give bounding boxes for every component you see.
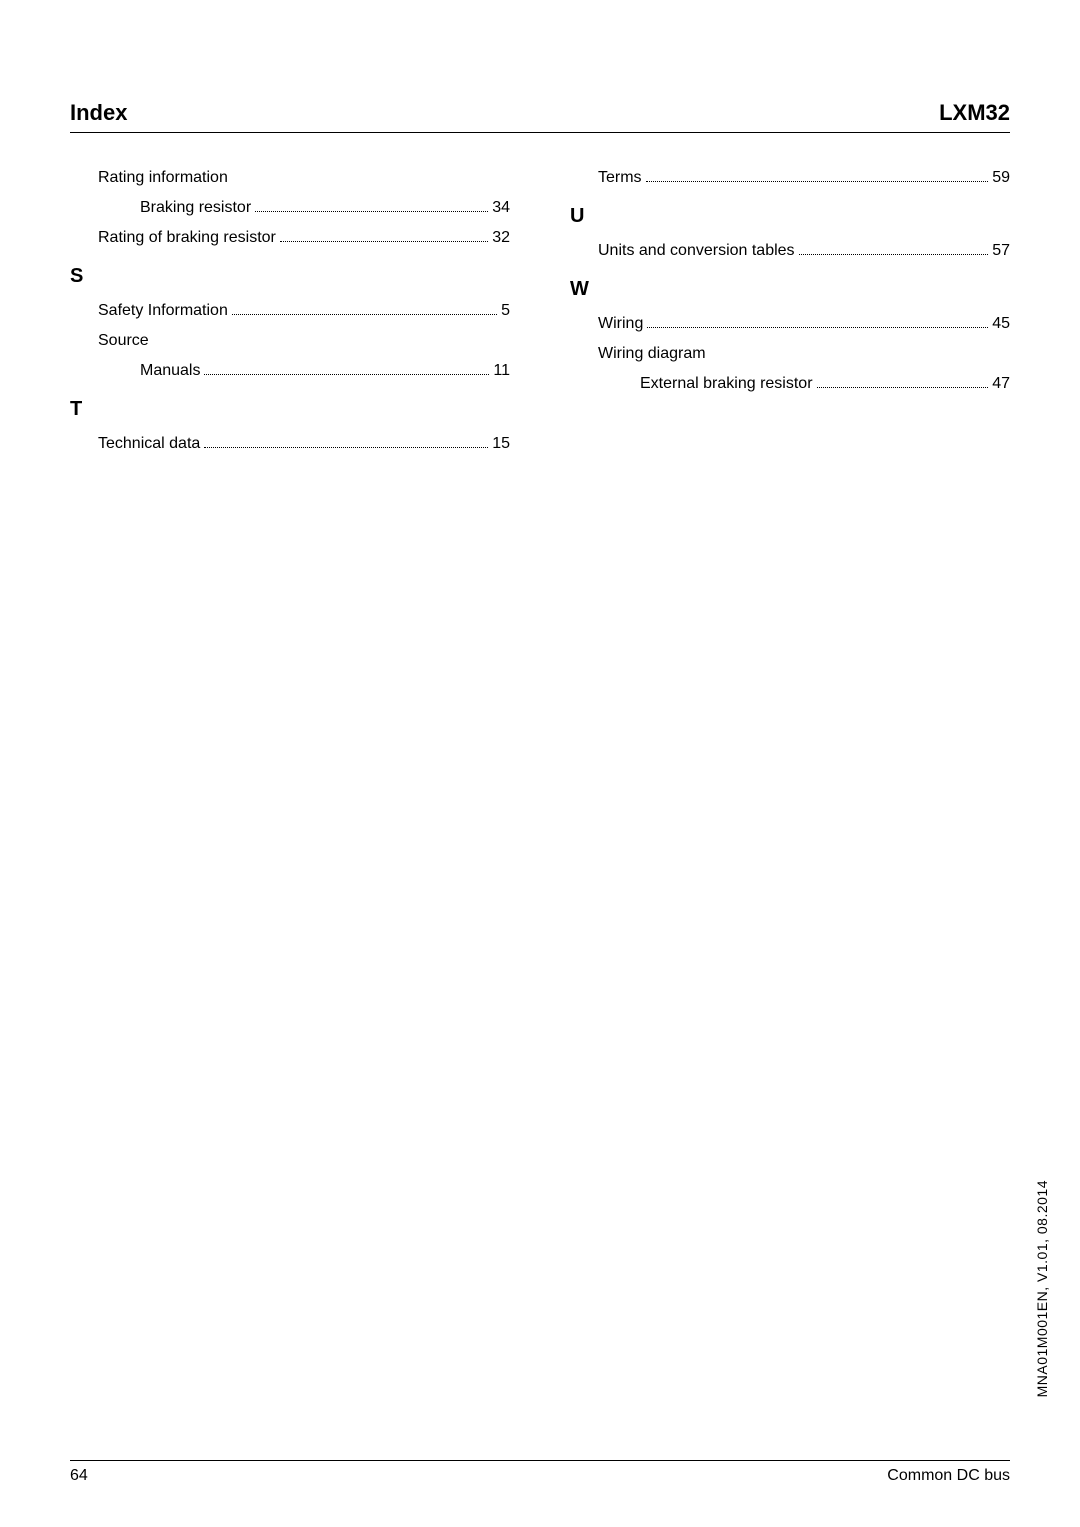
index-entry-label: Safety Information [98, 302, 228, 320]
page-footer: 64 Common DC bus [70, 1460, 1010, 1485]
index-entry-label: Technical data [98, 435, 200, 453]
index-leader [280, 241, 488, 242]
section-letter: T [70, 398, 510, 421]
section-letter: U [570, 205, 1010, 228]
index-entry-label: External braking resistor [640, 375, 813, 393]
index-columns: Rating information Braking resistor 34 Rat… [70, 157, 1010, 465]
header-right: LXM32 [939, 100, 1010, 126]
index-entry: Rating of braking resistor 32 [70, 229, 510, 247]
index-entry-page: 34 [492, 199, 510, 217]
index-entry-page: 59 [992, 169, 1010, 187]
index-entry-label: Wiring [598, 315, 643, 333]
index-entry-page: 11 [493, 362, 510, 380]
index-entry-page: 15 [492, 435, 510, 453]
index-entry-label: Terms [598, 169, 642, 187]
index-entry: External braking resistor 47 [570, 375, 1010, 393]
index-entry-page: 45 [992, 315, 1010, 333]
index-entry-page: 57 [992, 242, 1010, 260]
index-entry: Rating information [70, 169, 510, 187]
index-entry-label: Rating information [98, 169, 228, 187]
index-entry-page: 32 [492, 229, 510, 247]
index-entry-label: Wiring diagram [598, 345, 706, 363]
index-column-right: Terms 59 U Units and conversion tables 57 W… [570, 157, 1010, 465]
index-leader [255, 211, 488, 212]
page-header: Index LXM32 [70, 100, 1010, 133]
index-leader [646, 181, 989, 182]
section-letter: S [70, 265, 510, 288]
index-entry: Wiring diagram [570, 345, 1010, 363]
page-number: 64 [70, 1467, 88, 1485]
index-entry: Source [70, 332, 510, 350]
index-leader [817, 387, 989, 388]
index-leader [647, 327, 988, 328]
document-revision-label: MNA01M001EN, V1.01, 08.2014 [1034, 1180, 1050, 1397]
index-entry-label: Braking resistor [140, 199, 251, 217]
header-left: Index [70, 100, 127, 126]
index-leader [799, 254, 989, 255]
index-leader [204, 374, 489, 375]
index-column-left: Rating information Braking resistor 34 Rat… [70, 157, 510, 465]
index-entry: Safety Information 5 [70, 302, 510, 320]
footer-right-text: Common DC bus [887, 1467, 1010, 1485]
index-entry: Wiring 45 [570, 315, 1010, 333]
section-letter: W [570, 278, 1010, 301]
index-entry: Units and conversion tables 57 [570, 242, 1010, 260]
index-entry-page: 5 [501, 302, 510, 320]
index-entry-page: 47 [992, 375, 1010, 393]
index-entry: Manuals 11 [70, 362, 510, 380]
index-leader [204, 447, 488, 448]
index-entry-label: Manuals [140, 362, 200, 380]
index-entry-label: Units and conversion tables [598, 242, 795, 260]
index-leader [232, 314, 497, 315]
index-entry: Technical data 15 [70, 435, 510, 453]
index-entry-label: Rating of braking resistor [98, 229, 276, 247]
index-entry: Braking resistor 34 [70, 199, 510, 217]
index-entry: Terms 59 [570, 169, 1010, 187]
index-entry-label: Source [98, 332, 149, 350]
